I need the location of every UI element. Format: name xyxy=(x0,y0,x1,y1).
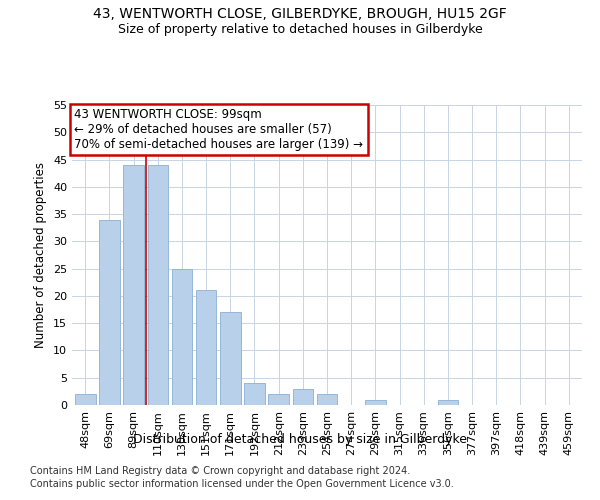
Text: 43 WENTWORTH CLOSE: 99sqm
← 29% of detached houses are smaller (57)
70% of semi-: 43 WENTWORTH CLOSE: 99sqm ← 29% of detac… xyxy=(74,108,364,150)
Text: Contains HM Land Registry data © Crown copyright and database right 2024.: Contains HM Land Registry data © Crown c… xyxy=(30,466,410,476)
Bar xyxy=(293,388,313,405)
Bar xyxy=(220,312,241,405)
Bar xyxy=(99,220,120,405)
Bar xyxy=(75,394,95,405)
Bar xyxy=(172,268,192,405)
Bar xyxy=(124,165,144,405)
Text: 43, WENTWORTH CLOSE, GILBERDYKE, BROUGH, HU15 2GF: 43, WENTWORTH CLOSE, GILBERDYKE, BROUGH,… xyxy=(93,8,507,22)
Y-axis label: Number of detached properties: Number of detached properties xyxy=(34,162,47,348)
Text: Size of property relative to detached houses in Gilberdyke: Size of property relative to detached ho… xyxy=(118,22,482,36)
Bar xyxy=(437,400,458,405)
Text: Contains public sector information licensed under the Open Government Licence v3: Contains public sector information licen… xyxy=(30,479,454,489)
Bar xyxy=(317,394,337,405)
Bar xyxy=(196,290,217,405)
Bar xyxy=(148,165,168,405)
Bar xyxy=(244,383,265,405)
Text: Distribution of detached houses by size in Gilberdyke: Distribution of detached houses by size … xyxy=(133,432,467,446)
Bar xyxy=(268,394,289,405)
Bar xyxy=(365,400,386,405)
